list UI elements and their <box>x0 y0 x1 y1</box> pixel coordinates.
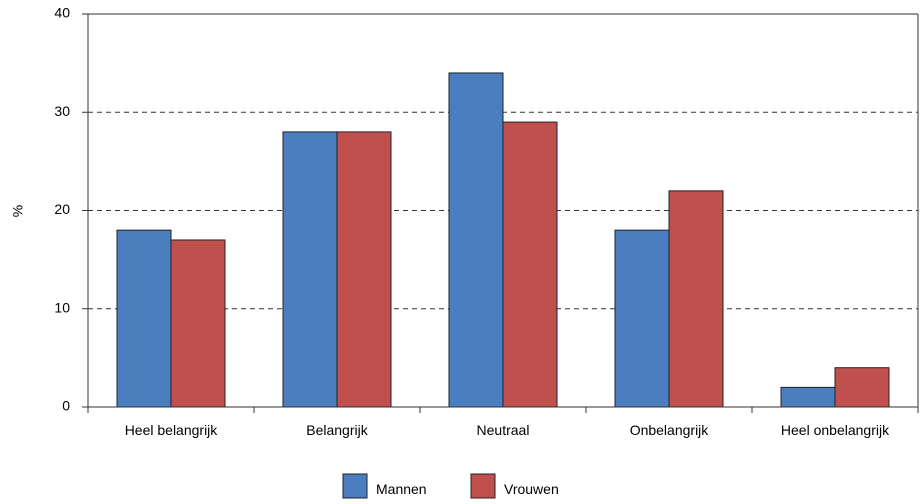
y-tick-label: 0 <box>62 398 70 414</box>
y-axis-label: % <box>10 205 26 217</box>
y-axis-ticks: 0 10 20 30 40 <box>54 5 88 414</box>
bar-mannen-0 <box>116 229 172 408</box>
axes <box>82 13 919 413</box>
y-tick-label: 10 <box>54 299 70 315</box>
legend-label-vrouwen: Vrouwen <box>504 481 559 497</box>
x-tick-label: Heel belangrijk <box>125 422 219 438</box>
legend-swatch-vrouwen <box>470 473 496 499</box>
bar-vrouwen-3 <box>668 190 724 408</box>
x-tick-label: Heel onbelangrijk <box>781 422 890 438</box>
bar-vrouwen-4 <box>834 367 890 408</box>
bar-vrouwen-2 <box>502 121 558 408</box>
x-tick-label: Neutraal <box>477 422 530 438</box>
legend-label-mannen: Mannen <box>376 481 427 497</box>
x-tick-label: Onbelangrijk <box>630 422 710 438</box>
bar-mannen-1 <box>282 131 338 408</box>
x-axis-ticks: Heel belangrijk Belangrijk Neutraal Onbelan… <box>125 407 890 438</box>
y-tick-label: 20 <box>54 201 70 217</box>
bar-mannen-4 <box>780 386 836 408</box>
y-tick-label: 30 <box>54 103 70 119</box>
x-tick-label: Belangrijk <box>306 422 368 438</box>
y-tick-label: 40 <box>54 5 70 21</box>
bar-mannen-2 <box>448 72 504 408</box>
legend: Mannen Vrouwen <box>342 473 559 499</box>
bar-vrouwen-1 <box>336 131 392 408</box>
bar-mannen-3 <box>614 229 670 408</box>
legend-swatch-mannen <box>342 473 368 499</box>
bars <box>116 72 890 408</box>
bar-vrouwen-0 <box>170 239 226 408</box>
